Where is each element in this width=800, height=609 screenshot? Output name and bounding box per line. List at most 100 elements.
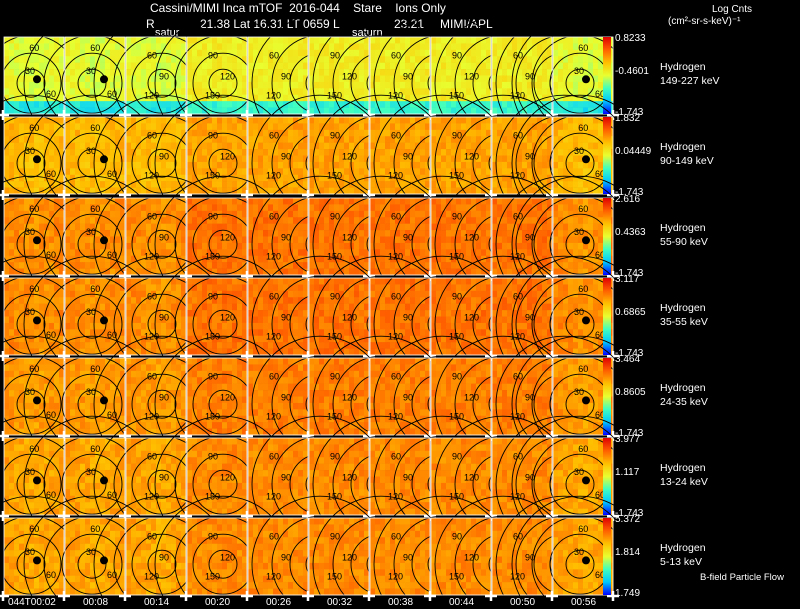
contour-label: 120: [388, 252, 403, 262]
time-tick: 00:56: [571, 597, 597, 608]
time-tick: 044T00:02: [8, 597, 56, 608]
contour-label: 30: [25, 387, 35, 397]
contour-label: 60: [107, 250, 117, 260]
colorbar-min-label: -1.743: [615, 107, 644, 118]
colorbar-mid-label: 0.4363: [615, 226, 646, 238]
contour-label: 30: [25, 227, 35, 237]
contour-label: 90: [525, 151, 535, 161]
contour-label: 120: [510, 412, 525, 422]
grid-cross: [485, 591, 497, 601]
contour-label: 60: [90, 284, 100, 294]
colorbar-max-label: 2.616: [615, 194, 641, 205]
contour-label: 90: [452, 51, 462, 61]
saturn-marker: [582, 155, 590, 164]
contour-label: 120: [464, 392, 479, 402]
colorbar-1: [603, 117, 611, 194]
contour-label: 60: [46, 250, 56, 260]
contour-label: 90: [403, 232, 413, 242]
contour-label: 60: [269, 532, 279, 542]
contour-label: 150: [327, 412, 342, 422]
time-tick: 00:44: [449, 597, 475, 608]
band-energy: 55-90 keV: [660, 236, 708, 249]
colorbar-mid-label: -0.4601: [615, 65, 649, 77]
band-5-panel-7: 90 120 150: [430, 415, 572, 553]
contour-label: 30: [86, 66, 96, 76]
contour-label: 60: [391, 212, 401, 222]
contour-label: 90: [281, 472, 291, 482]
contour-label: 120: [388, 171, 403, 181]
time-tick: 00:14: [144, 597, 170, 608]
grid-cross: [58, 591, 70, 601]
band-energy: 149-227 keV: [660, 75, 720, 88]
contour-label: 90: [403, 472, 413, 482]
contour-label: 120: [266, 492, 281, 502]
contour-label: 60: [46, 169, 56, 179]
contour-label: 90: [330, 131, 340, 141]
saturn-marker: [33, 556, 41, 565]
band-species: Hydrogen: [660, 61, 706, 74]
band-4-panel-0: 60 30 60: [0, 335, 100, 473]
saturn-marker: [582, 236, 590, 245]
contour-label: 120: [464, 312, 479, 322]
contour-label: 90: [330, 372, 340, 382]
contour-label: 60: [147, 532, 157, 542]
contour-label: 60: [578, 284, 588, 294]
contour-label: 150: [449, 492, 464, 502]
contour-label: 120: [266, 91, 281, 101]
band-5-panel-1: 60 30 60: [23, 415, 161, 553]
contour-label: 90: [159, 392, 169, 402]
contour-label: 120: [388, 492, 403, 502]
contour-label: 60: [269, 292, 279, 302]
contour-label: 60: [269, 51, 279, 61]
contour-label: 120: [220, 232, 235, 242]
colorbar-max-label: 1.832: [615, 113, 641, 124]
contour-label: 90: [452, 532, 462, 542]
band-0-panel-0: 60 30 60: [0, 14, 100, 152]
contour-label: 60: [578, 524, 588, 534]
colorbar-4: [603, 358, 611, 435]
contour-label: 90: [281, 392, 291, 402]
units-label: (cm²-sr-s-keV)⁻¹: [668, 16, 741, 27]
grid-cross: [0, 271, 9, 281]
contour-label: 60: [147, 212, 157, 222]
saturn-marker: [33, 155, 41, 164]
contour-label: 150: [449, 572, 464, 582]
contour-label: 30: [574, 307, 584, 317]
colorbar-mid-label: 1.814: [615, 546, 641, 558]
contour-label: 60: [90, 524, 100, 534]
time-tick: 00:20: [205, 597, 231, 608]
band-label: Hydrogen 35-55 keV: [660, 301, 708, 329]
contour-label: 60: [595, 330, 605, 340]
contour-label: 60: [107, 169, 117, 179]
grid-cross: [424, 591, 436, 601]
contour-label: 90: [159, 552, 169, 562]
contour-label: 150: [327, 171, 342, 181]
band-energy: 35-55 keV: [660, 316, 708, 329]
colorbar-min-label: -1.743: [615, 268, 644, 279]
grid-cross: [546, 591, 558, 601]
contour-label: 60: [595, 89, 605, 99]
colorbar-mid-label: 0.8605: [615, 386, 646, 398]
contour-label: 90: [208, 131, 218, 141]
contour-label: 90: [208, 292, 218, 302]
contour-label: 60: [269, 372, 279, 382]
contour-label: 120: [510, 91, 525, 101]
saturn-marker: [582, 556, 590, 565]
contour-label: 120: [342, 552, 357, 562]
contour-label: 90: [330, 532, 340, 542]
colorbar-mid-label: 1.117: [615, 466, 640, 478]
contour-label: 120: [220, 312, 235, 322]
contour-label: 60: [391, 452, 401, 462]
contour-label: 120: [266, 171, 281, 181]
saturn-marker: [100, 556, 108, 565]
colorbar-0: [603, 37, 611, 114]
